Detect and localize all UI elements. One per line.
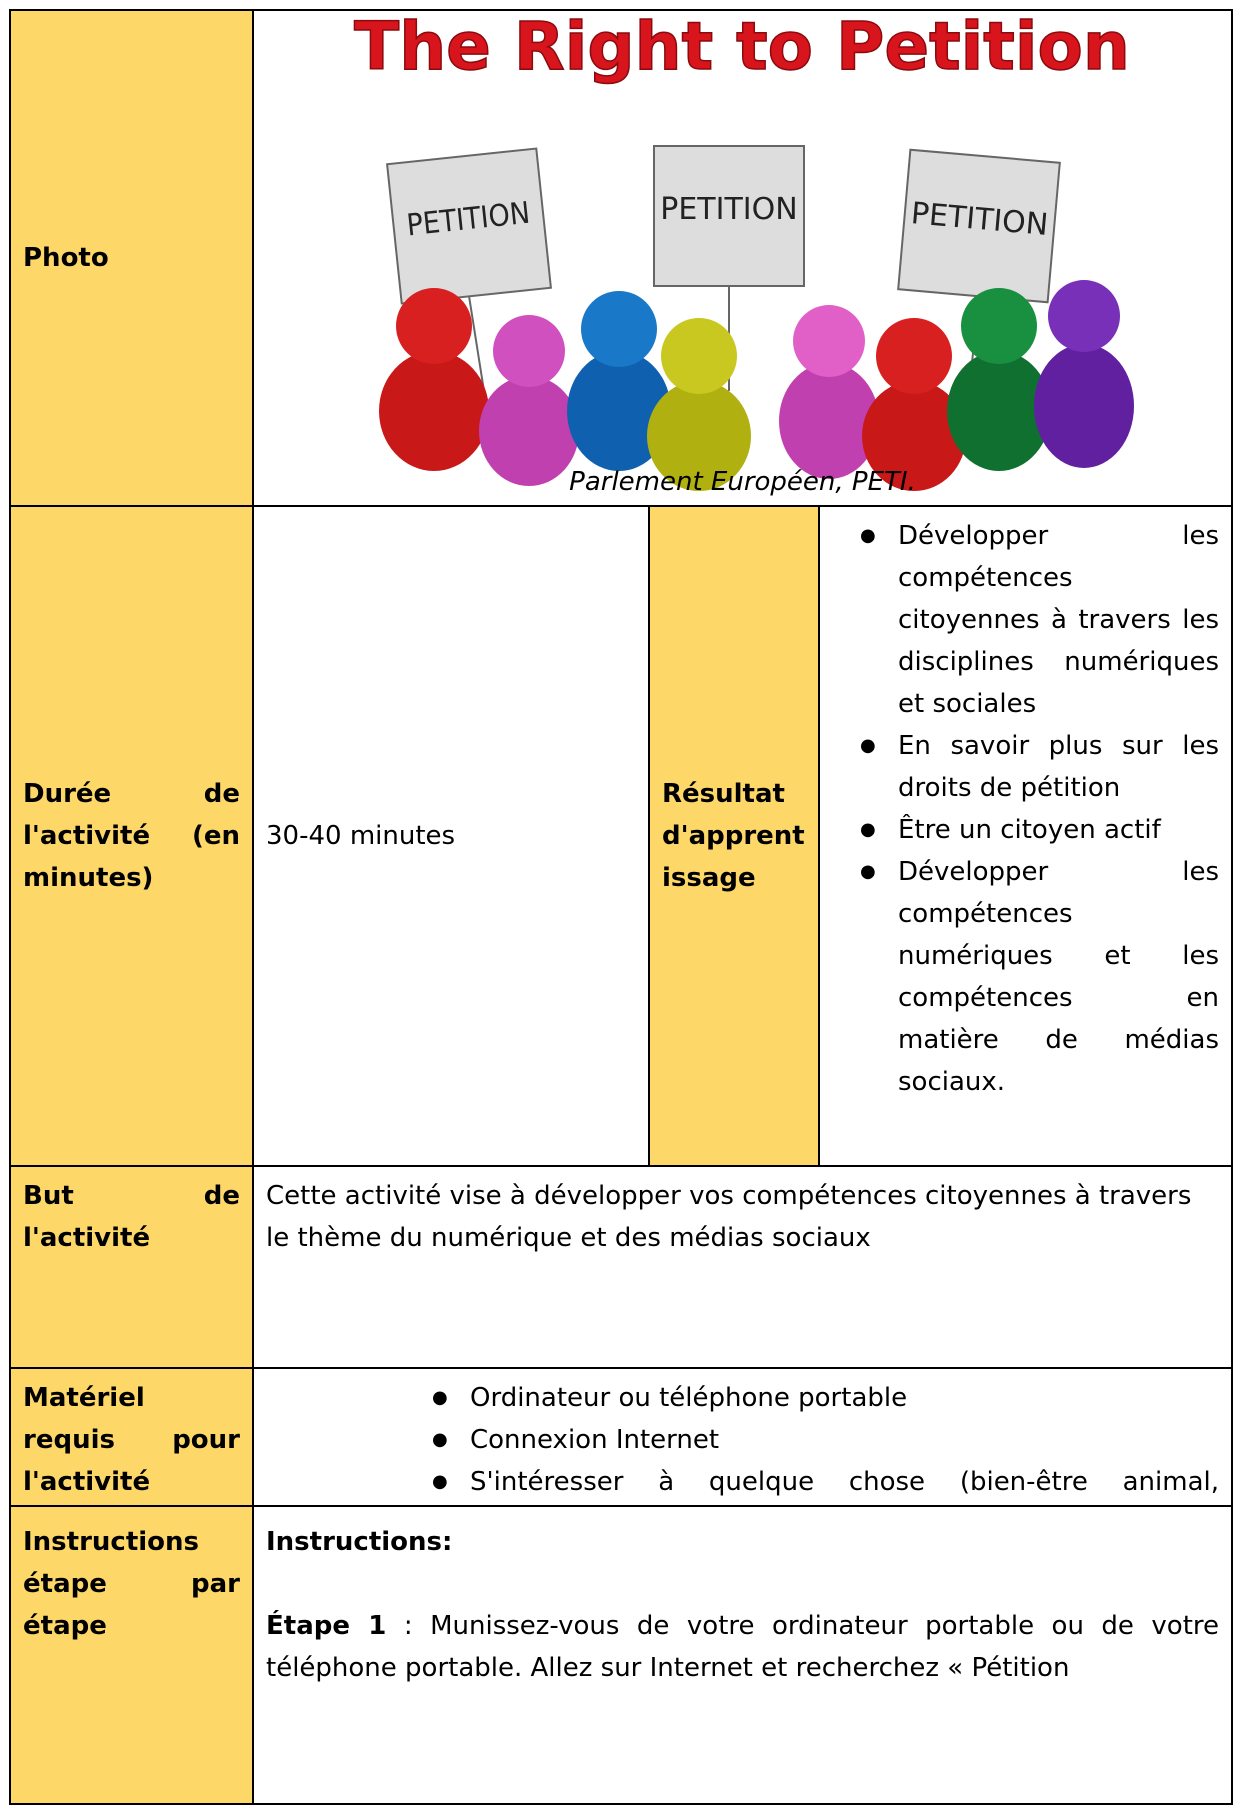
photo-cell: The Right to Petition PETITION PETITION …	[252, 9, 1233, 507]
image-title: The Right to Petition	[354, 11, 1130, 85]
list-item: Être un citoyen actif	[860, 809, 1219, 851]
step-1: Étape 1 : Munissez-vous de votre ordinat…	[266, 1605, 1219, 1689]
sign-text: PETITION	[660, 192, 797, 227]
materials-cell: Ordinateur ou téléphone portableConnexio…	[252, 1367, 1233, 1507]
goal-label-cell: But de l'activité	[9, 1165, 254, 1369]
goal-text: Cette activité vise à développer vos com…	[266, 1181, 1192, 1253]
instructions-heading: Instructions:	[266, 1527, 453, 1557]
list-item: Connexion Internet	[432, 1419, 1219, 1461]
list-item: Développer les compétences citoyennes à …	[860, 515, 1219, 725]
list-item: En savoir plus sur les droits de pétitio…	[860, 725, 1219, 809]
outcome-label-cell: Résultat d'apprentissage	[648, 505, 820, 1167]
photo-label: Photo	[23, 243, 109, 273]
people	[379, 280, 1134, 491]
outcome-label: Résultat d'apprentissage	[662, 779, 805, 893]
photo-caption: Parlement Européen, PETI.	[569, 467, 916, 497]
materials-label: Matériel requis pour l'activité	[23, 1383, 240, 1497]
list-item: S'intéresser à quelque chose (bien-être …	[432, 1461, 1219, 1505]
goal-cell: Cette activité vise à développer vos com…	[252, 1165, 1233, 1369]
duration-label-cell: Durée de l'activité (en minutes)	[9, 505, 254, 1167]
step-label: Étape 1	[266, 1611, 387, 1641]
step-text: : Munissez-vous de votre ordinateur port…	[266, 1611, 1220, 1683]
duration-label: Durée de l'activité (en minutes)	[23, 779, 240, 893]
materials-label-cell: Matériel requis pour l'activité	[9, 1367, 254, 1507]
petition-image: The Right to Petition PETITION PETITION …	[353, 11, 1134, 491]
instructions-label: Instructions étape par étape	[23, 1527, 240, 1641]
list-item: Ordinateur ou téléphone portable	[432, 1377, 1219, 1419]
instructions-label-cell: Instructions étape par étape	[9, 1505, 254, 1805]
goal-label: But de l'activité	[23, 1181, 240, 1253]
duration-value: 30-40 minutes	[266, 821, 456, 851]
outcome-cell: Développer les compétences citoyennes à …	[818, 505, 1233, 1167]
photo-label-cell: Photo	[9, 9, 254, 507]
list-item: Développer les compétences numériques et…	[860, 851, 1219, 1103]
instructions-cell: Instructions: Étape 1 : Munissez-vous de…	[252, 1505, 1233, 1805]
duration-value-cell: 30-40 minutes	[252, 505, 650, 1167]
materials-list: Ordinateur ou téléphone portableConnexio…	[404, 1377, 1219, 1505]
outcome-list: Développer les compétences citoyennes à …	[832, 515, 1219, 1103]
